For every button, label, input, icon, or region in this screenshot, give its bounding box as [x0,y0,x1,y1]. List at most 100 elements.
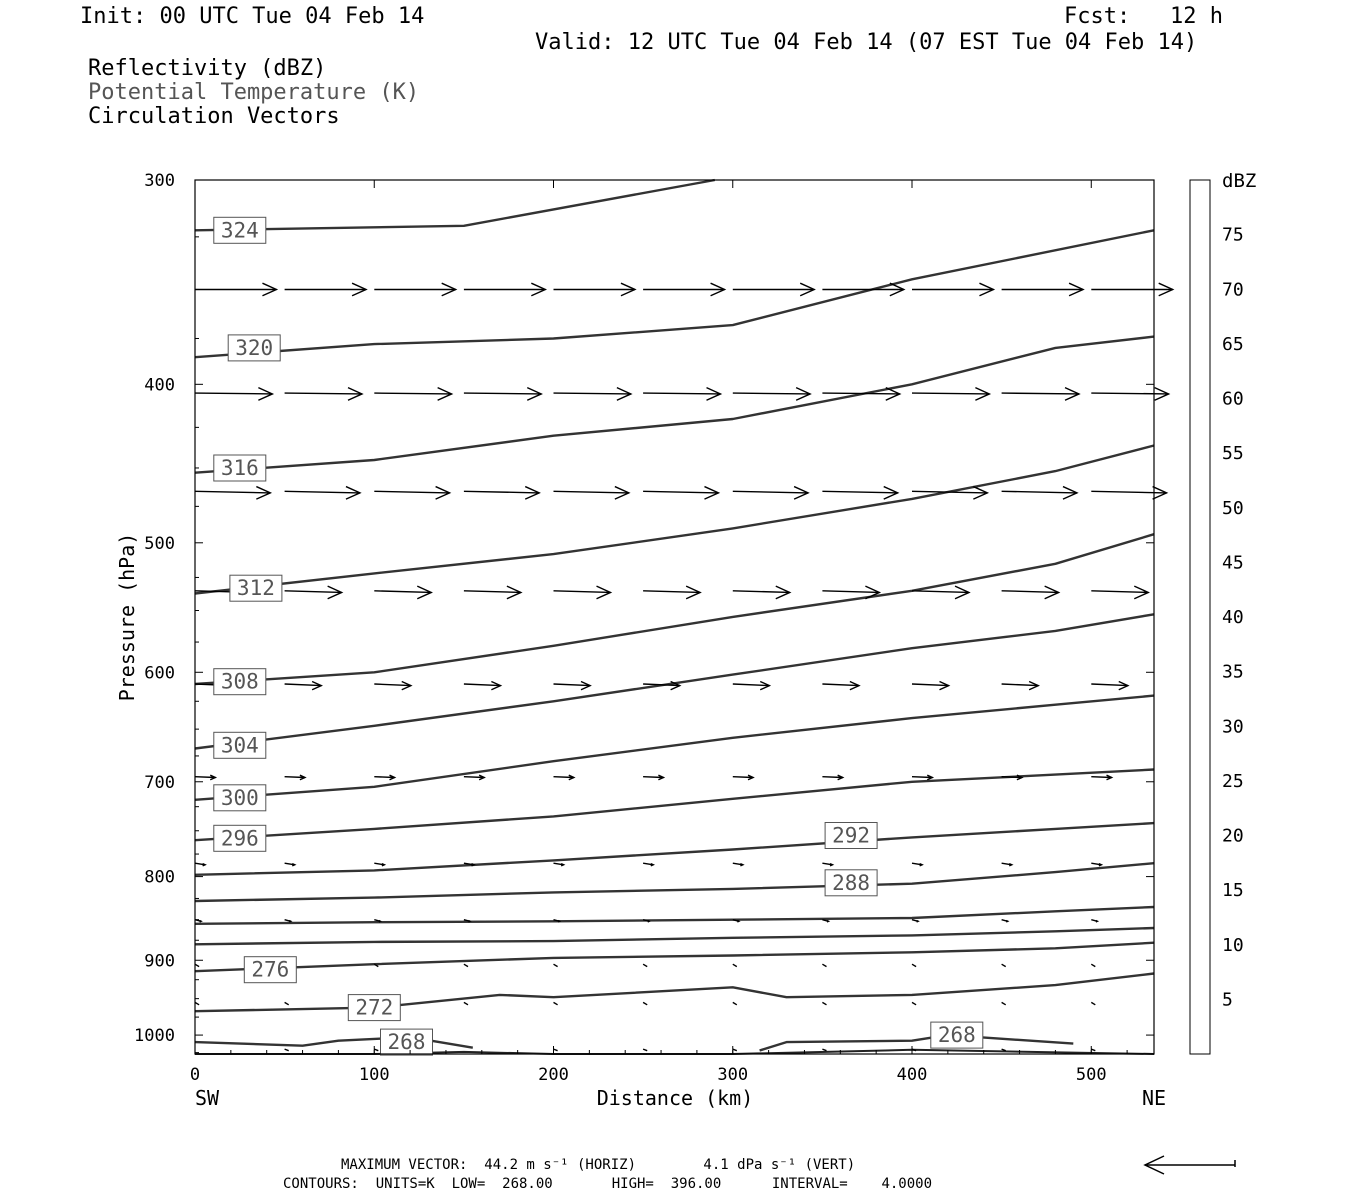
vector-arrow [643,683,680,687]
vector-arrow [822,590,880,594]
vector-arrow [194,776,216,779]
x-axis-title: Distance (km) [597,1086,754,1110]
vector-head [1118,680,1130,691]
vector-arrow [1001,490,1078,494]
vector-head [531,282,548,297]
vector-arrow [642,1048,648,1052]
vector-arrow [463,392,542,395]
vector-head [793,485,810,500]
vector-head [614,485,631,500]
contour-label-box [930,1021,984,1049]
vector-arrow [194,392,273,395]
contour-label-box [824,869,878,897]
theta-contour-292 [194,821,1155,876]
vector-head [1095,919,1100,923]
contour-label-box [824,822,878,849]
vector-arrow [822,490,898,494]
vector-head [926,774,935,781]
y-tick-label: 700 [144,773,175,793]
vector-head [759,680,772,691]
vector-arrow [643,490,719,494]
colorbar-label: 45 [1222,552,1244,573]
vector-arrow [1091,683,1128,687]
vector-head [560,862,566,867]
vector-head [202,862,207,867]
y-tick-label: 900 [144,951,175,971]
vector-head [973,485,990,500]
contour-label-292: 292 [832,824,870,848]
axes: 0 100 200 300 400 500 300 400 500 600 700 800 900 100… [115,171,1166,1110]
vector-head [685,585,702,600]
vector-head [345,485,362,500]
vector-arrow [553,1001,558,1006]
vector-head [775,585,792,600]
vector-head [506,585,523,600]
vector-head [795,387,812,401]
vector-head [596,585,613,600]
vector-head [327,585,344,600]
vector-head [954,585,971,600]
contour-label-box [380,1028,433,1056]
vector-arrow [463,776,485,779]
vector-head [491,680,503,691]
contour-label-304: 304 [221,733,259,757]
field-circulation-vectors: Circulation Vectors [88,104,340,129]
x-tick-label: 400 [897,1065,928,1085]
vector-head [616,387,633,401]
vector-head [401,680,413,691]
colorbar-label: 60 [1222,389,1244,410]
vector-arrow [643,776,664,779]
vector-arrow [911,776,933,779]
vector-arrow [911,963,917,968]
colorbar-title: dBZ [1222,170,1256,192]
vector-arrow [732,590,790,594]
vector-head [1098,862,1104,867]
vector-arrow [553,1048,558,1052]
vector-head [1064,387,1081,401]
vector-head [416,585,433,600]
vector-head [526,387,543,401]
contour-label-box [243,956,297,984]
vector-head [740,862,745,867]
vector-arrow [194,1001,200,1006]
vector-arrow [553,392,631,395]
colorbar-label: 5 [1222,989,1233,1010]
valid-time: Valid: 12 UTC Tue 04 Feb 14 (07 EST Tue … [535,30,1198,55]
field-potential-temperature: Potential Temperature (K) [88,80,420,105]
vector-head [389,774,397,781]
circulation-vectors [194,282,1175,1052]
vector-head [650,862,656,867]
contour-label-300: 300 [221,786,259,810]
vector-head [1152,485,1169,500]
contour-label-268: 268 [388,1030,426,1054]
vector-arrow [822,683,860,687]
vector-arrow [284,590,342,594]
x-tick-label: 200 [538,1065,569,1085]
vector-arrow [911,1048,917,1052]
vector-head [256,485,273,500]
vector-arrow [732,392,811,395]
vector-head [199,919,203,923]
vector-arrow [822,963,827,968]
vector-head [1044,585,1061,600]
theta-contour-324 [194,178,716,232]
colorbar-label: 10 [1222,935,1244,956]
vector-arrow [553,490,629,494]
contour-label-box [213,216,267,244]
vector-arrow [1001,963,1007,968]
contour-label-box [347,994,401,1022]
vector-head [468,919,472,923]
vector-head [288,919,293,923]
init-time: Init: 00 UTC Tue 04 Feb 14 [80,4,425,29]
vector-head [849,680,861,691]
vector-arrow [822,392,900,395]
contour-label-box [229,574,283,602]
contour-label-272: 272 [355,996,393,1020]
contour-label-box [213,668,267,696]
colorbar-label: 25 [1222,771,1244,792]
vector-head [311,680,323,691]
vector-arrow [553,776,574,779]
y-tick-label: 500 [144,534,175,554]
vector-head [865,585,882,600]
vector-head [1062,485,1079,500]
